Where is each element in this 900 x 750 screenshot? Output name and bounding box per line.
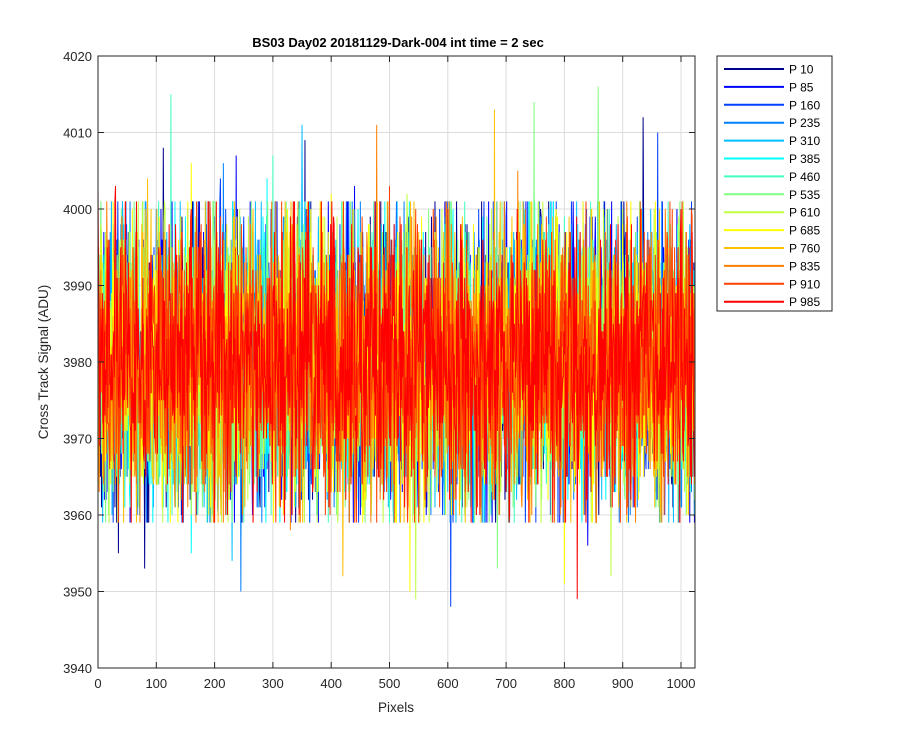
- legend-label: P 610: [789, 206, 820, 220]
- legend-label: P 235: [789, 116, 820, 130]
- legend-label: P 910: [789, 277, 820, 291]
- y-tick-label: 3960: [63, 508, 92, 523]
- y-tick-label: 4000: [63, 202, 92, 217]
- series-line-p-985: [97, 186, 695, 600]
- x-tick-label: 700: [495, 676, 517, 691]
- series-line-p-910: [97, 186, 695, 523]
- legend-label: P 685: [789, 224, 820, 238]
- plot-area: 0 100 200 300 400 500 600 700 800 900 1000 3940 3950…: [63, 49, 696, 691]
- y-tick-label: 3970: [63, 432, 92, 447]
- x-tick-label: 200: [204, 676, 226, 691]
- x-tick-label: 800: [554, 676, 576, 691]
- x-tick-label: 400: [320, 676, 342, 691]
- y-axis-label: Cross Track Signal (ADU): [36, 285, 51, 440]
- legend-label: P 535: [789, 188, 820, 202]
- x-axis-label: Pixels: [378, 700, 414, 715]
- x-tick-label: 0: [94, 676, 101, 691]
- legend-label: P 985: [789, 295, 820, 309]
- legend-label: P 85: [789, 80, 814, 94]
- y-tick-label: 3980: [63, 355, 92, 370]
- ticks: 0 100 200 300 400 500 600 700 800 900 1000 3940 3950…: [63, 49, 695, 691]
- legend-label: P 835: [789, 259, 820, 273]
- legend-label: P 760: [789, 242, 820, 256]
- legend-label: P 460: [789, 170, 820, 184]
- legend-box: [716, 55, 833, 312]
- y-tick-label: 3990: [63, 279, 92, 294]
- legend-label: P 385: [789, 152, 820, 166]
- x-tick-label: 600: [437, 676, 459, 691]
- x-tick-label: 100: [145, 676, 167, 691]
- x-tick-label: 300: [262, 676, 284, 691]
- legend: P 10 P 85 P 160 P 235 P 310 P 385 P 460 P 535 P …: [716, 55, 833, 312]
- legend-label: P 160: [789, 98, 820, 112]
- legend-label: P 10: [789, 63, 814, 77]
- series-layer: [97, 86, 695, 607]
- chart-title: BS03 Day02 20181129-Dark-004 int time = …: [252, 35, 544, 50]
- x-tick-label: 500: [379, 676, 401, 691]
- y-tick-label: 4010: [63, 126, 92, 141]
- x-tick-label: 900: [612, 676, 634, 691]
- x-tick-label: 1000: [667, 676, 696, 691]
- y-tick-label: 3940: [63, 661, 92, 676]
- legend-label: P 310: [789, 134, 820, 148]
- y-tick-label: 4020: [63, 49, 92, 64]
- y-tick-label: 3950: [63, 585, 92, 600]
